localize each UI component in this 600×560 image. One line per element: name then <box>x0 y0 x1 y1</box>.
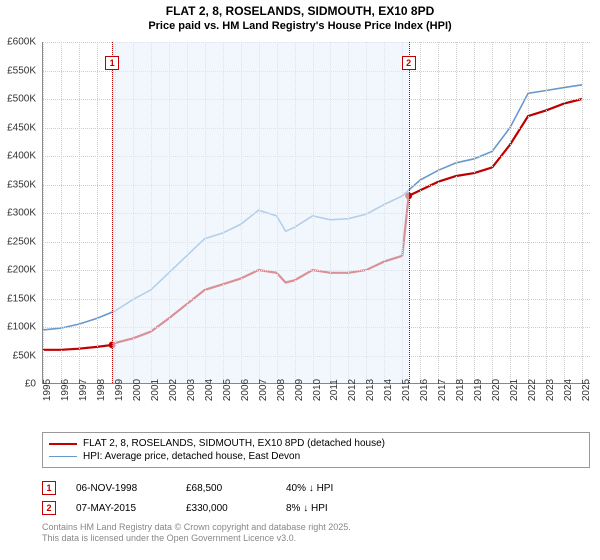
footnote-line: Contains HM Land Registry data © Crown c… <box>42 522 590 533</box>
chart-title-address: FLAT 2, 8, ROSELANDS, SIDMOUTH, EX10 8PD <box>0 0 600 18</box>
gridline <box>510 42 511 383</box>
y-tick-label: £50K <box>13 350 36 361</box>
legend-item: FLAT 2, 8, ROSELANDS, SIDMOUTH, EX10 8PD… <box>49 437 583 450</box>
sale-diff: 40% ↓ HPI <box>286 483 366 494</box>
x-tick-label: 2016 <box>419 379 430 401</box>
y-tick-label: £600K <box>7 37 36 48</box>
y-tick-label: £0 <box>25 379 36 390</box>
footnote: Contains HM Land Registry data © Crown c… <box>42 522 590 544</box>
y-tick-label: £450K <box>7 122 36 133</box>
legend-label: FLAT 2, 8, ROSELANDS, SIDMOUTH, EX10 8PD… <box>83 438 385 449</box>
gridline <box>438 42 439 383</box>
y-tick-label: £250K <box>7 236 36 247</box>
x-tick-label: 2020 <box>491 379 502 401</box>
legend-swatch <box>49 456 77 457</box>
event-line <box>409 42 410 383</box>
y-tick-label: £100K <box>7 322 36 333</box>
gridline <box>97 42 98 383</box>
x-tick-label: 2006 <box>240 379 251 401</box>
x-tick-label: 2017 <box>437 379 448 401</box>
sale-diff: 8% ↓ HPI <box>286 503 366 514</box>
sale-marker-icon: 2 <box>42 501 56 515</box>
gridline <box>43 42 44 383</box>
event-marker-icon: 2 <box>402 56 416 70</box>
sale-date: 07-MAY-2015 <box>76 503 166 514</box>
x-tick-label: 2013 <box>365 379 376 401</box>
y-tick-label: £500K <box>7 94 36 105</box>
event-line <box>112 42 113 383</box>
x-tick-label: 2024 <box>563 379 574 401</box>
x-tick-label: 2011 <box>329 379 340 401</box>
gridline <box>564 42 565 383</box>
x-tick-label: 1997 <box>78 379 89 401</box>
x-tick-label: 1999 <box>114 379 125 401</box>
x-tick-label: 2010 <box>312 379 323 401</box>
x-tick-label: 2000 <box>132 379 143 401</box>
y-tick-label: £150K <box>7 293 36 304</box>
sale-marker-icon: 1 <box>42 481 56 495</box>
sale-row: 1 06-NOV-1998 £68,500 40% ↓ HPI <box>42 478 590 498</box>
y-tick-label: £200K <box>7 265 36 276</box>
sale-date: 06-NOV-1998 <box>76 483 166 494</box>
sale-price: £68,500 <box>186 483 266 494</box>
y-tick-label: £550K <box>7 65 36 76</box>
x-tick-label: 2001 <box>150 379 161 401</box>
x-tick-label: 2014 <box>383 379 394 401</box>
y-tick-label: £400K <box>7 151 36 162</box>
highlight-band <box>112 42 408 383</box>
x-tick-label: 2021 <box>509 379 520 401</box>
plot-area: 12 <box>42 42 590 384</box>
legend-item: HPI: Average price, detached house, East… <box>49 450 583 463</box>
x-tick-label: 2009 <box>294 379 305 401</box>
x-tick-label: 2022 <box>527 379 538 401</box>
x-tick-label: 2012 <box>347 379 358 401</box>
chart-title-subtitle: Price paid vs. HM Land Registry's House … <box>0 18 600 32</box>
x-tick-label: 1998 <box>96 379 107 401</box>
x-tick-label: 2019 <box>473 379 484 401</box>
x-tick-label: 2004 <box>204 379 215 401</box>
y-tick-label: £350K <box>7 179 36 190</box>
gridline <box>61 42 62 383</box>
gridline <box>474 42 475 383</box>
x-tick-label: 2015 <box>401 379 412 401</box>
gridline <box>492 42 493 383</box>
gridline <box>420 42 421 383</box>
x-tick-label: 1995 <box>42 379 53 401</box>
y-tick-label: £300K <box>7 208 36 219</box>
sale-price: £330,000 <box>186 503 266 514</box>
sales-table: 1 06-NOV-1998 £68,500 40% ↓ HPI 2 07-MAY… <box>42 478 590 518</box>
sale-row: 2 07-MAY-2015 £330,000 8% ↓ HPI <box>42 498 590 518</box>
x-tick-label: 2005 <box>222 379 233 401</box>
gridline <box>528 42 529 383</box>
x-axis-ticks: 1995199619971998199920002001200220032004… <box>42 386 590 434</box>
chart-container: FLAT 2, 8, ROSELANDS, SIDMOUTH, EX10 8PD… <box>0 0 600 560</box>
x-tick-label: 2008 <box>276 379 287 401</box>
x-tick-label: 2025 <box>581 379 592 401</box>
legend-swatch <box>49 443 77 445</box>
event-marker-icon: 1 <box>105 56 119 70</box>
x-tick-label: 2018 <box>455 379 466 401</box>
x-tick-label: 2023 <box>545 379 556 401</box>
footnote-line: This data is licensed under the Open Gov… <box>42 533 590 544</box>
legend: FLAT 2, 8, ROSELANDS, SIDMOUTH, EX10 8PD… <box>42 432 590 468</box>
x-tick-label: 2003 <box>186 379 197 401</box>
gridline <box>456 42 457 383</box>
x-tick-label: 1996 <box>60 379 71 401</box>
x-tick-label: 2002 <box>168 379 179 401</box>
gridline <box>79 42 80 383</box>
y-axis-ticks: £0£50K£100K£150K£200K£250K£300K£350K£400… <box>0 42 40 384</box>
gridline <box>582 42 583 383</box>
x-tick-label: 2007 <box>258 379 269 401</box>
gridline <box>546 42 547 383</box>
legend-label: HPI: Average price, detached house, East… <box>83 451 300 462</box>
